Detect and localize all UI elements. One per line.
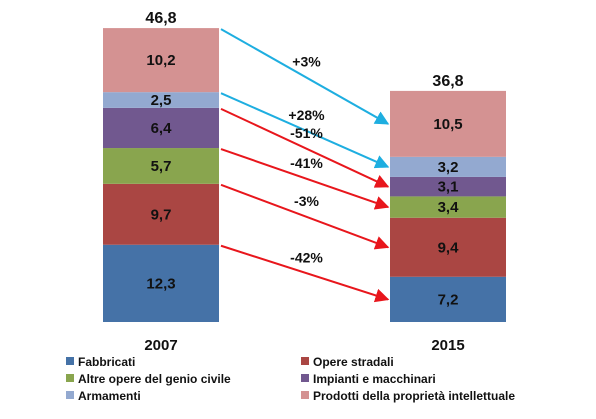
legend-label-impianti-e-macchinari: Impianti e macchinari	[313, 372, 436, 386]
change-label-opere-stradali: -3%	[294, 193, 319, 209]
category-label-2007: 2007	[144, 337, 177, 354]
change-arrows-layer	[220, 28, 390, 303]
value-label-fabbricati-2007: 12,3	[146, 275, 175, 292]
value-label-impianti-e-macchinari-2007: 6,4	[151, 120, 173, 137]
legend-swatch-opere-stradali	[301, 357, 309, 365]
bar-opere-stradali-2007	[103, 183, 219, 245]
bar-altre-opere-del-genio-civile-2015	[390, 196, 506, 218]
bar-altre-opere-del-genio-civile-2007	[103, 148, 219, 184]
bar-opere-stradali-2015	[390, 217, 506, 277]
bar-impianti-e-macchinari-2015	[390, 176, 506, 197]
legend-label-armamenti: Armamenti	[78, 389, 141, 403]
value-label-prodotti-della-proprieta-intellettuale-2007: 10,2	[146, 52, 175, 69]
legend: Fabbricati Opere stradali Altre opere del …	[66, 355, 515, 403]
change-label-prodotti-della-proprieta-intellettuale: +3%	[292, 53, 321, 69]
value-label-opere-stradali-2007: 9,7	[151, 206, 172, 223]
value-label-prodotti-della-proprieta-intellettuale-2015: 10,5	[433, 116, 462, 133]
bars-layer	[103, 28, 506, 322]
legend-swatch-altre-opere-del-genio-civile	[66, 374, 74, 382]
legend-swatch-armamenti	[66, 391, 74, 399]
bar-prodotti-della-proprieta-intellettuale-2007	[103, 28, 219, 93]
legend-label-altre-opere-del-genio-civile: Altre opere del genio civile	[78, 372, 231, 386]
change-arrow-armamenti	[220, 92, 390, 169]
change-label-altre-opere-del-genio-civile: -41%	[290, 155, 323, 171]
change-label-fabbricati: -42%	[290, 250, 323, 266]
value-label-opere-stradali-2015: 9,4	[438, 239, 460, 256]
total-label-2007: 46,8	[145, 10, 176, 27]
value-label-altre-opere-del-genio-civile-2015: 3,4	[438, 199, 460, 216]
value-label-armamenti-2007: 2,5	[151, 92, 172, 109]
change-label-impianti-e-macchinari: -51%	[290, 125, 323, 141]
bar-fabbricati-2015	[390, 276, 506, 322]
bar-armamenti-2015	[390, 156, 506, 177]
bar-prodotti-della-proprieta-intellettuale-2015	[390, 90, 506, 157]
bar-fabbricati-2007	[103, 244, 219, 322]
legend-label-fabbricati: Fabbricati	[78, 355, 135, 369]
change-arrow-fabbricati	[220, 244, 390, 303]
labels-layer: 12,3 9,7 5,7 6,4 2,5 10,2 46,8 2007 7,2 9,4 3,4 3,1…	[144, 10, 464, 354]
bar-impianti-e-macchinari-2007	[103, 107, 219, 149]
change-arrow-opere-stradali	[220, 183, 390, 250]
value-label-fabbricati-2015: 7,2	[438, 291, 459, 308]
change-arrow-prodotti-della-proprieta-intellettuale	[220, 28, 390, 125]
category-label-2015: 2015	[431, 337, 464, 354]
total-label-2015: 36,8	[432, 73, 463, 90]
legend-swatch-fabbricati	[66, 357, 74, 365]
change-arrow-impianti-e-macchinari	[220, 107, 390, 188]
legend-label-opere-stradali: Opere stradali	[313, 355, 394, 369]
bar-armamenti-2007	[103, 92, 219, 108]
legend-label-prodotti-della-proprieta-intellettuale: Prodotti della proprietà intellettuale	[313, 389, 515, 403]
legend-swatch-prodotti-della-proprieta-intellettuale	[301, 391, 309, 399]
value-label-armamenti-2015: 3,2	[438, 159, 459, 176]
value-label-altre-opere-del-genio-civile-2007: 5,7	[151, 158, 172, 175]
legend-swatch-impianti-e-macchinari	[301, 374, 309, 382]
value-label-impianti-e-macchinari-2015: 3,1	[438, 179, 459, 196]
change-label-armamenti: +28%	[288, 107, 325, 123]
change-arrow-altre-opere-del-genio-civile	[220, 148, 390, 210]
